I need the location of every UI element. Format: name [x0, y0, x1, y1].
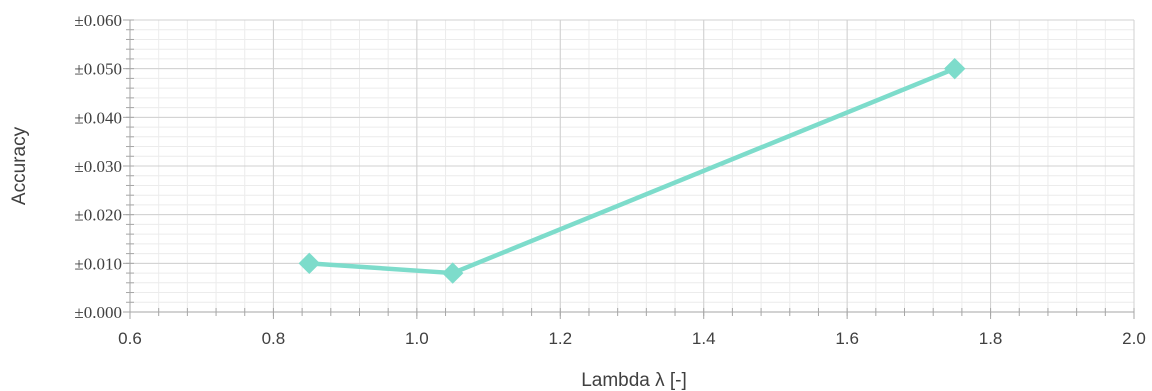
axes [123, 19, 1135, 319]
x-tick-label: 1.2 [548, 329, 572, 348]
series-line [307, 66, 957, 276]
y-tick-label: ±0.020 [74, 206, 122, 225]
y-tick-label: ±0.000 [74, 303, 122, 322]
y-tick-label: ±0.050 [74, 60, 122, 79]
data-point-marker [442, 262, 464, 284]
series-layer [298, 57, 966, 284]
x-tick-label: 1.4 [692, 329, 716, 348]
y-tick-label: ±0.060 [74, 11, 122, 30]
x-tick-label: 1.8 [979, 329, 1003, 348]
x-tick-label: 1.6 [835, 329, 859, 348]
x-tick-label: 1.0 [405, 329, 429, 348]
x-axis-title: Lambda λ [-] [581, 370, 687, 391]
major-gridlines [129, 19, 1135, 313]
x-tick-label: 0.8 [262, 329, 286, 348]
y-axis-title: Accuracy [9, 126, 30, 205]
y-tick-label: ±0.030 [74, 157, 122, 176]
data-point-marker [944, 57, 966, 80]
data-point-marker [298, 252, 320, 275]
y-tick-label: ±0.040 [74, 108, 122, 127]
x-tick-label: 2.0 [1122, 329, 1146, 348]
x-tick-label: 0.6 [118, 329, 142, 348]
y-tick-label: ±0.010 [74, 254, 122, 273]
x-tick-labels: 0.6 0.8 1.0 1.2 1.4 1.6 1.8 2.0 [118, 329, 1146, 348]
y-tick-labels: ±0.000 ±0.010 ±0.020 ±0.030 ±0.040 ±0.050 ±0.0… [74, 11, 122, 322]
